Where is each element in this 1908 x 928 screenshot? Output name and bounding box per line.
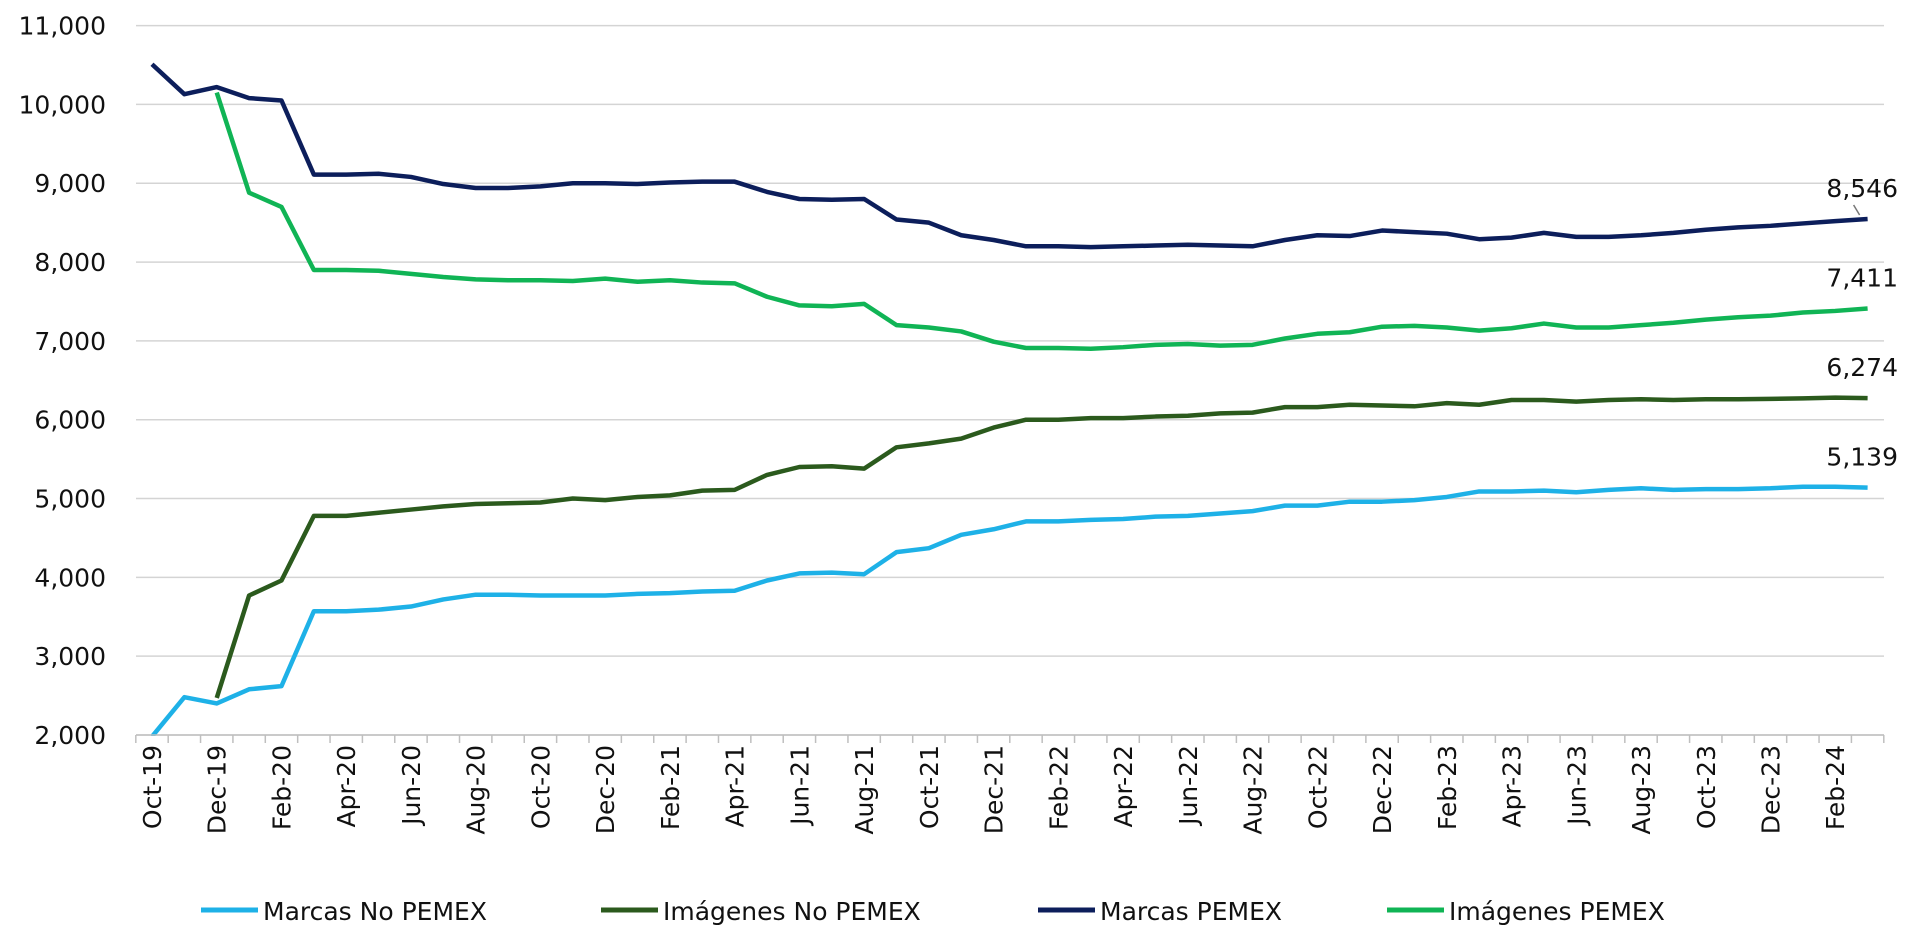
x-tick-label: Oct-19 [138,745,167,829]
x-tick-label: Apr-20 [332,745,361,827]
series-line [150,484,1868,736]
y-tick-label: 4,000 [34,563,106,592]
x-tick-label: Dec-21 [980,745,1009,834]
x-tick-label: Apr-23 [1498,745,1527,827]
x-tick-label: Dec-23 [1757,745,1786,834]
x-tick-label: Feb-24 [1821,745,1850,830]
label-leader [1852,204,1861,216]
legend-label: Marcas No PEMEX [263,897,487,926]
series-line [214,91,1868,352]
x-tick-label: Aug-20 [462,745,491,835]
y-tick-label: 9,000 [34,169,106,198]
x-tick-label: Apr-22 [1109,745,1138,827]
legend-label: Imágenes No PEMEX [663,897,921,926]
x-tick-label: Aug-23 [1627,745,1656,835]
series-line [214,395,1868,699]
x-tick-label: Oct-21 [915,745,944,829]
x-tick-label: Oct-20 [526,745,555,829]
x-tick-label: Dec-20 [591,745,620,834]
series-line [150,62,1868,250]
y-tick-label: 7,000 [34,327,106,356]
y-tick-label: 8,000 [34,248,106,277]
y-tick-label: 11,000 [19,12,106,41]
x-tick-label: Feb-20 [267,745,296,830]
x-tick-label: Oct-22 [1303,745,1332,829]
x-tick-label: Dec-19 [203,745,232,834]
x-tick-label: Jun-23 [1562,745,1591,827]
y-tick-label: 3,000 [34,642,106,671]
x-tick-label: Dec-22 [1368,745,1397,834]
x-tick-label: Feb-22 [1044,745,1073,830]
x-tick-label: Aug-21 [850,745,879,835]
legend-label: Imágenes PEMEX [1449,897,1665,926]
x-tick-label: Aug-22 [1239,745,1268,835]
y-tick-label: 2,000 [34,721,106,750]
x-tick-label: Jun-21 [785,745,814,827]
y-tick-label: 10,000 [19,90,106,119]
y-tick-label: 5,000 [34,485,106,514]
legend-label: Marcas PEMEX [1100,897,1282,926]
data-label: 8,546 [1826,174,1898,203]
x-tick-label: Jun-20 [397,745,426,827]
x-tick-label: Oct-23 [1692,745,1721,829]
x-tick-label: Feb-21 [656,745,685,830]
y-tick-label: 6,000 [34,406,106,435]
data-label: 6,274 [1826,353,1898,382]
x-tick-label: Jun-22 [1174,745,1203,827]
x-tick-label: Apr-21 [721,745,750,827]
data-label: 7,411 [1826,263,1898,292]
data-label: 5,139 [1826,443,1898,472]
x-tick-label: Feb-23 [1433,745,1462,830]
